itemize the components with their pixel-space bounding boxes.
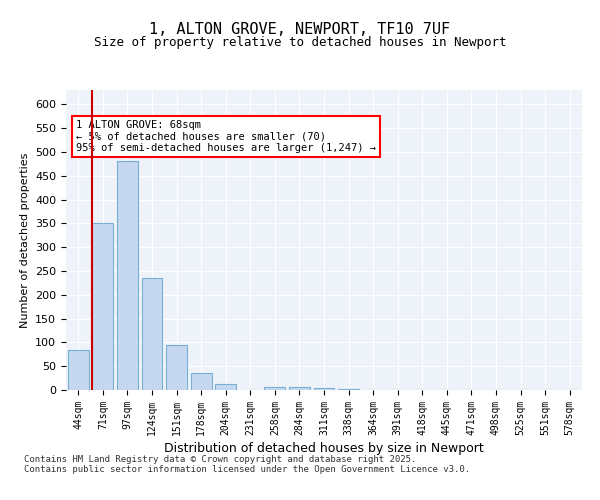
X-axis label: Distribution of detached houses by size in Newport: Distribution of detached houses by size … bbox=[164, 442, 484, 455]
Text: 1 ALTON GROVE: 68sqm
← 5% of detached houses are smaller (70)
95% of semi-detach: 1 ALTON GROVE: 68sqm ← 5% of detached ho… bbox=[76, 120, 376, 153]
Bar bbox=[68, 350, 89, 390]
Bar bbox=[142, 278, 163, 390]
Bar bbox=[289, 386, 310, 390]
Text: 1, ALTON GROVE, NEWPORT, TF10 7UF: 1, ALTON GROVE, NEWPORT, TF10 7UF bbox=[149, 22, 451, 38]
Bar bbox=[166, 345, 187, 390]
Bar bbox=[314, 388, 334, 390]
Bar bbox=[215, 384, 236, 390]
Bar bbox=[92, 224, 113, 390]
Text: Contains HM Land Registry data © Crown copyright and database right 2025.
Contai: Contains HM Land Registry data © Crown c… bbox=[24, 455, 470, 474]
Bar bbox=[191, 374, 212, 390]
Bar bbox=[265, 386, 286, 390]
Bar bbox=[338, 389, 359, 390]
Y-axis label: Number of detached properties: Number of detached properties bbox=[20, 152, 29, 328]
Text: Size of property relative to detached houses in Newport: Size of property relative to detached ho… bbox=[94, 36, 506, 49]
Bar bbox=[117, 162, 138, 390]
